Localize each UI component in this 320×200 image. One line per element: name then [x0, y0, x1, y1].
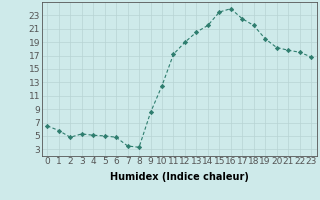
X-axis label: Humidex (Indice chaleur): Humidex (Indice chaleur) — [110, 172, 249, 182]
